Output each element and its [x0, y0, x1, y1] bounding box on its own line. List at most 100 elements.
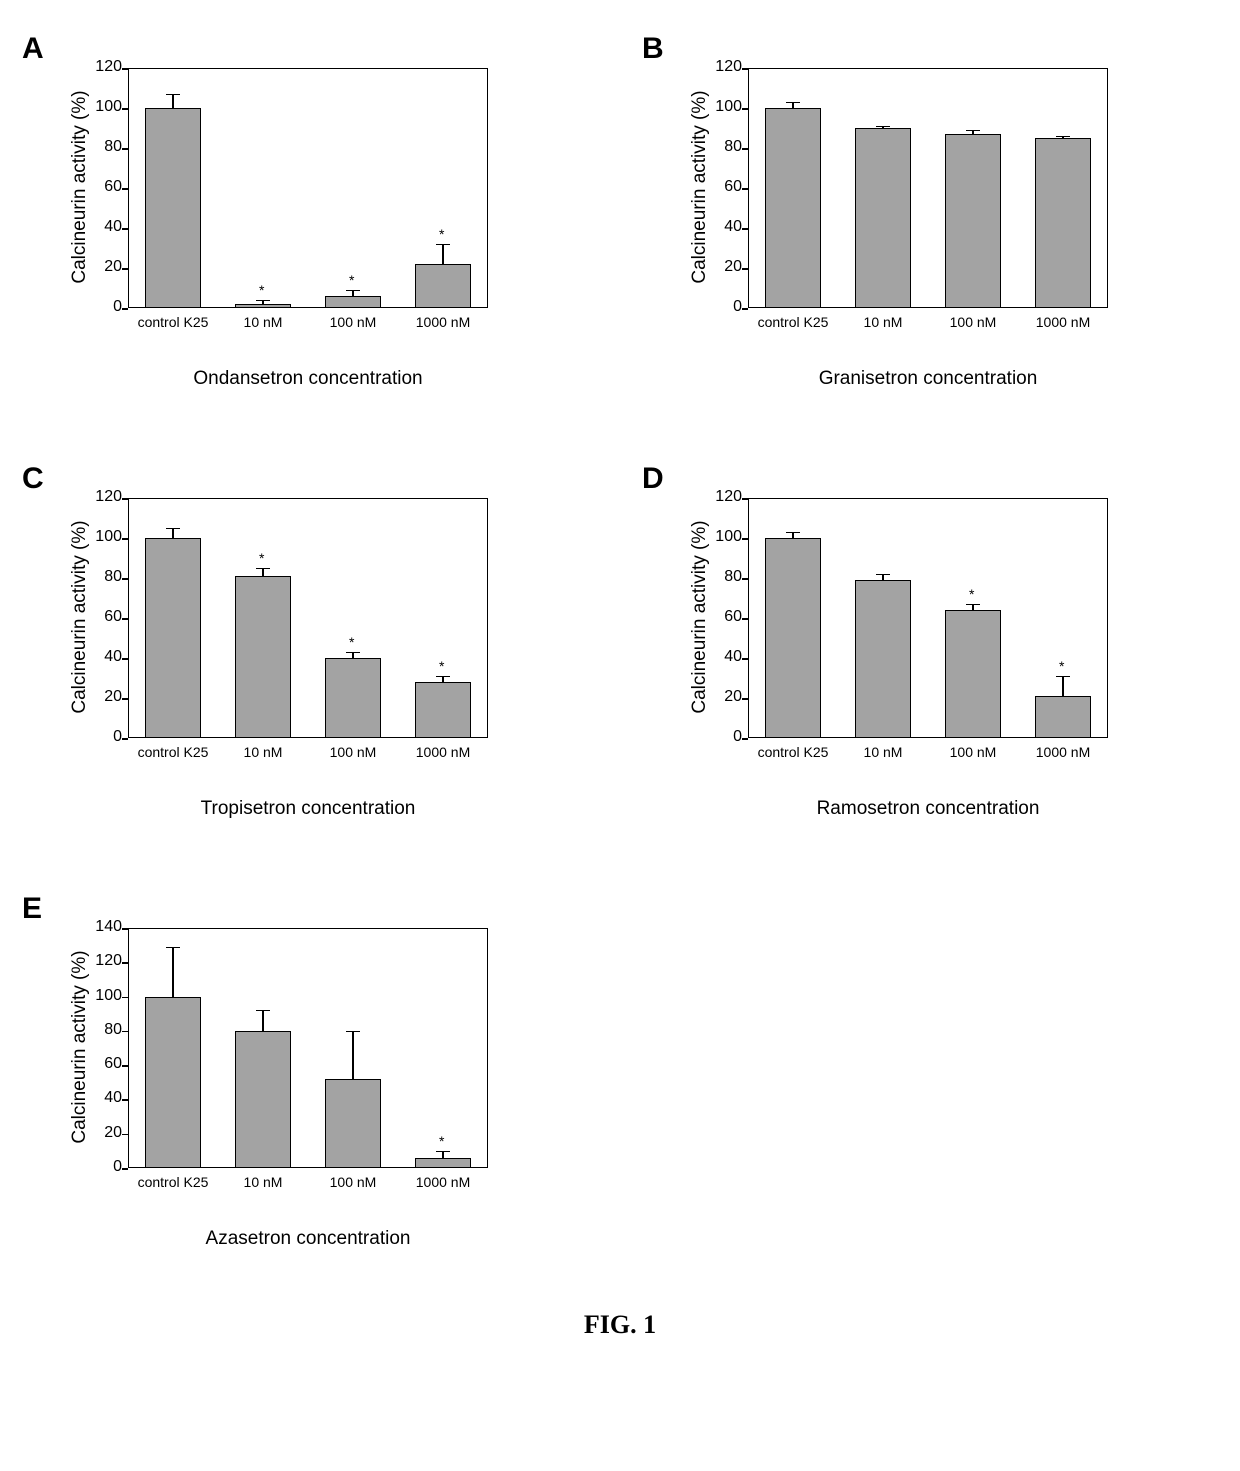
y-tick	[742, 538, 748, 540]
y-tick	[742, 148, 748, 150]
panel-d: DCalcineurin activity (%)020406080100120…	[650, 470, 1210, 820]
y-tick	[122, 268, 128, 270]
bar	[1035, 696, 1091, 738]
significance-marker: *	[1059, 658, 1064, 674]
chart-wrap: Calcineurin activity (%)020406080100120c…	[670, 58, 1210, 390]
y-tick-label: 0	[706, 298, 742, 316]
y-tick	[122, 658, 128, 660]
x-tick-label: 100 nM	[308, 314, 398, 330]
x-tick-label: control K25	[128, 314, 218, 330]
y-tick-label: 0	[86, 1158, 122, 1176]
error-bar-cap	[256, 568, 270, 569]
error-bar-cap	[346, 1031, 360, 1032]
x-tick-label: 1000 nM	[1018, 744, 1108, 760]
y-tick-label: 80	[86, 568, 122, 586]
y-tick-label: 120	[86, 952, 122, 970]
chart: Calcineurin activity (%)020406080100120c…	[670, 58, 1108, 336]
y-tick	[742, 698, 748, 700]
x-tick-label: 10 nM	[218, 314, 308, 330]
panel-a: ACalcineurin activity (%)020406080100120…	[30, 40, 590, 390]
chart: Calcineurin activity (%)020406080100120c…	[670, 488, 1108, 766]
bar	[235, 1031, 291, 1168]
bar	[235, 576, 291, 738]
significance-marker: *	[349, 272, 354, 288]
y-tick-label: 80	[86, 1021, 122, 1039]
x-tick-label: 10 nM	[838, 314, 928, 330]
x-tick-label: control K25	[128, 744, 218, 760]
bar	[765, 108, 821, 308]
bar	[325, 658, 381, 738]
y-tick	[122, 698, 128, 700]
bar	[235, 304, 291, 308]
x-tick-label: 1000 nM	[398, 314, 488, 330]
x-tick-label: 100 nM	[928, 744, 1018, 760]
y-tick	[742, 738, 748, 740]
error-bar-stem	[442, 244, 443, 264]
y-tick-label: 120	[86, 58, 122, 76]
x-axis-label: Azasetron concentration	[128, 1228, 488, 1250]
error-bar-stem	[172, 528, 173, 538]
y-tick-label: 20	[706, 258, 742, 276]
bar	[945, 610, 1001, 738]
y-tick	[742, 498, 748, 500]
bar	[145, 997, 201, 1168]
y-tick	[122, 108, 128, 110]
significance-marker: *	[439, 1133, 444, 1149]
panel-letter: C	[22, 462, 44, 496]
chart: Calcineurin activity (%)0204060801001201…	[50, 918, 488, 1196]
y-tick-label: 100	[706, 528, 742, 546]
y-tick	[742, 268, 748, 270]
error-bar-cap	[876, 126, 890, 127]
bar	[1035, 138, 1091, 308]
y-tick-label: 20	[86, 688, 122, 706]
y-tick	[122, 228, 128, 230]
bar	[415, 1158, 471, 1168]
chart: Calcineurin activity (%)020406080100120c…	[50, 58, 488, 336]
y-tick-label: 0	[706, 728, 742, 746]
x-tick-label: control K25	[748, 744, 838, 760]
error-bar-stem	[352, 1031, 353, 1079]
x-tick-label: 1000 nM	[398, 744, 488, 760]
error-bar-cap	[256, 300, 270, 301]
error-bar-stem	[262, 1010, 263, 1031]
y-tick-label: 140	[86, 918, 122, 936]
x-tick-label: 10 nM	[838, 744, 928, 760]
y-tick	[122, 578, 128, 580]
bar	[855, 128, 911, 308]
y-tick	[122, 148, 128, 150]
significance-marker: *	[349, 634, 354, 650]
y-tick	[122, 1099, 128, 1101]
bar	[145, 538, 201, 738]
x-axis-label: Tropisetron concentration	[128, 798, 488, 820]
error-bar-cap	[966, 130, 980, 131]
x-tick-label: 100 nM	[308, 744, 398, 760]
bar	[415, 264, 471, 308]
error-bar-cap	[256, 1010, 270, 1011]
error-bar-cap	[436, 244, 450, 245]
x-tick-label: control K25	[748, 314, 838, 330]
error-bar-stem	[1062, 676, 1063, 696]
x-tick-label: 100 nM	[928, 314, 1018, 330]
y-tick-label: 60	[706, 608, 742, 626]
y-tick-label: 60	[86, 608, 122, 626]
y-tick	[122, 538, 128, 540]
error-bar-cap	[786, 102, 800, 103]
y-tick	[122, 188, 128, 190]
y-tick	[122, 962, 128, 964]
x-tick-label: 100 nM	[308, 1174, 398, 1190]
error-bar-cap	[346, 652, 360, 653]
y-tick	[122, 928, 128, 930]
error-bar-stem	[262, 568, 263, 576]
error-bar-cap	[966, 604, 980, 605]
y-tick	[122, 1065, 128, 1067]
y-tick	[742, 308, 748, 310]
panel-letter: B	[642, 32, 664, 66]
y-tick-label: 20	[86, 258, 122, 276]
y-tick	[742, 658, 748, 660]
y-tick-label: 0	[86, 728, 122, 746]
y-tick-label: 40	[706, 648, 742, 666]
error-bar-cap	[166, 947, 180, 948]
error-bar-stem	[172, 947, 173, 997]
y-tick	[122, 618, 128, 620]
error-bar-cap	[786, 532, 800, 533]
